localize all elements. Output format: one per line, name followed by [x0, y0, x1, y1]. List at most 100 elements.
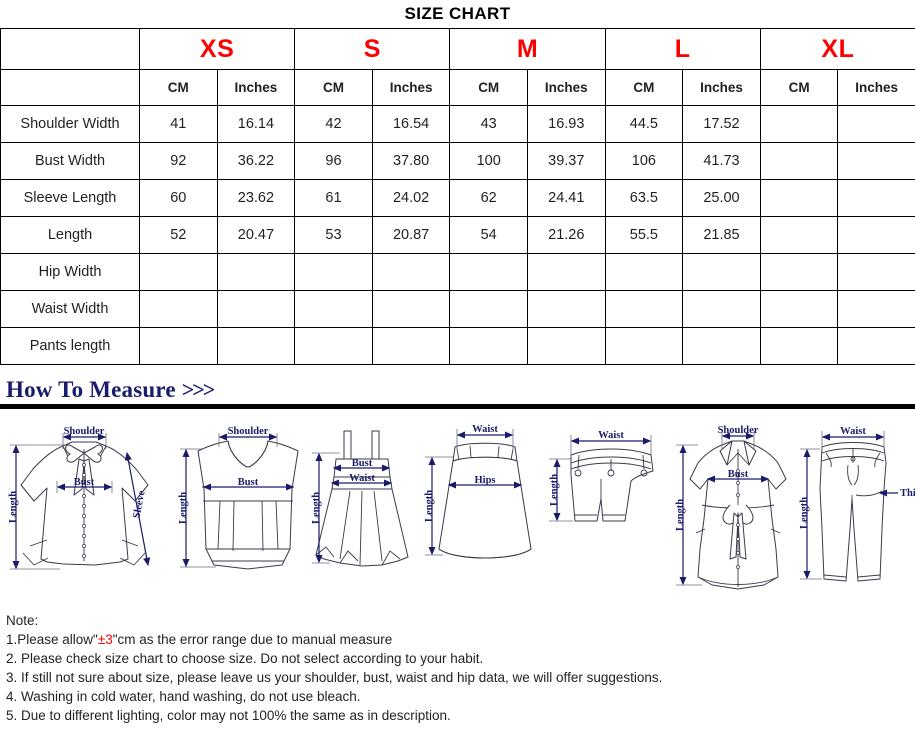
table-cell: 23.62 [216, 179, 296, 217]
table-cell: 17.52 [682, 105, 761, 143]
table-cell [526, 253, 606, 291]
figure-camisole: Shoulder Bust Length [178, 426, 299, 570]
table-cell [449, 327, 528, 365]
table-row: Bust Width 92 36.22 96 37.80 100 39.37 106 41.73 [0, 142, 915, 180]
table-cell [759, 179, 839, 217]
note-item-5: 5. Due to different lighting, color may … [6, 708, 451, 723]
table-cell [139, 290, 218, 328]
row-label: Hip Width [0, 253, 140, 291]
table-cell: 43 [449, 105, 528, 143]
size-header-m: M [449, 28, 606, 70]
table-row: Waist Width [0, 290, 915, 328]
unit-xl-inches: Inches [837, 69, 915, 106]
unit-m-inches: Inches [526, 69, 606, 106]
row-label: Pants length [0, 327, 140, 365]
label-length: Length [8, 491, 19, 523]
table-cell [216, 290, 296, 328]
unit-header-row: CM Inches CM Inches CM Inches CM Inches … [0, 69, 915, 106]
label-waist: Waist [472, 424, 498, 435]
table-cell [604, 327, 684, 365]
table-cell [759, 216, 839, 254]
table-row: Length 52 20.47 53 20.87 54 21.26 55.5 21.85 [0, 216, 915, 254]
table-cell [294, 290, 373, 328]
table-cell [294, 327, 373, 365]
row-label: Waist Width [0, 290, 140, 328]
table-cell [216, 253, 296, 291]
unit-xs-cm: CM [139, 69, 218, 106]
table-cell: 20.47 [216, 216, 296, 254]
size-header-s: S [294, 28, 451, 70]
note-1-prefix: 1.Please allow" [6, 632, 98, 647]
size-table-body: Shoulder Width 41 16.14 42 16.54 43 16.93 44.5 1… [0, 105, 915, 365]
table-cell [139, 253, 218, 291]
size-chart-table: XS S M L XL CM Inches CM Inches CM Inche… [0, 28, 915, 365]
section-divider [0, 404, 915, 409]
table-cell [837, 179, 915, 217]
row-label: Bust Width [0, 142, 140, 180]
label-sleeve: Sleeve [131, 489, 147, 519]
table-cell: 41.73 [682, 142, 761, 180]
table-cell [837, 216, 915, 254]
note-item-4: 4. Washing in cold water, hand washing, … [6, 689, 361, 704]
unit-l-cm: CM [604, 69, 684, 106]
measurement-illustrations: .g { fill:#ffffff; stroke:#3a3a4a; strok… [0, 409, 915, 601]
label-length: Length [549, 474, 560, 506]
how-to-measure-section: How To Measure >>> .g { fill:#ffffff; st… [0, 377, 915, 601]
note-1-tolerance: ±3 [97, 632, 113, 647]
table-cell: 100 [449, 142, 528, 180]
arrows-icon: >>> [181, 377, 216, 402]
table-cell: 20.87 [371, 216, 451, 254]
table-cell: 39.37 [526, 142, 606, 180]
corner-cell [0, 28, 140, 70]
table-cell [759, 105, 839, 143]
table-row: Pants length [0, 327, 915, 365]
note-item-1: 1.Please allow"±3"cm as the error range … [6, 630, 915, 649]
table-cell [682, 253, 761, 291]
table-cell: 53 [294, 216, 373, 254]
unit-xs-inches: Inches [216, 69, 296, 106]
table-cell: 61 [294, 179, 373, 217]
table-cell: 21.26 [526, 216, 606, 254]
figure-dress: Bust Waist Length [311, 430, 409, 567]
table-cell [837, 253, 915, 291]
table-cell: 16.93 [526, 105, 606, 143]
table-cell: 42 [294, 105, 373, 143]
page-title: SIZE CHART [404, 4, 511, 23]
label-length: Length [311, 492, 322, 524]
label-bust: Bust [728, 469, 749, 480]
label-length: Length [799, 497, 810, 529]
unit-m-cm: CM [449, 69, 528, 106]
label-hips: Hips [474, 475, 495, 486]
table-cell [837, 290, 915, 328]
label-bust: Bust [238, 477, 259, 488]
table-cell: 44.5 [604, 105, 684, 143]
table-cell [526, 327, 606, 365]
table-row: Hip Width [0, 253, 915, 291]
table-cell [139, 327, 218, 365]
figure-shorts: Waist Length [549, 430, 654, 522]
table-cell [371, 327, 451, 365]
table-cell [449, 290, 528, 328]
size-header-xl: XL [759, 28, 915, 70]
table-row: Shoulder Width 41 16.14 42 16.54 43 16.93 44.5 1… [0, 105, 915, 143]
table-cell: 52 [139, 216, 218, 254]
table-cell [837, 105, 915, 143]
table-cell: 60 [139, 179, 218, 217]
label-length: Length [424, 490, 435, 522]
table-cell [837, 327, 915, 365]
label-waist: Waist [349, 473, 375, 484]
label-length: Length [675, 499, 686, 531]
table-cell: 106 [604, 142, 684, 180]
label-bust: Bust [74, 477, 95, 488]
row-label: Shoulder Width [0, 105, 140, 143]
note-1-suffix: "cm as the error range due to manual mea… [112, 632, 393, 647]
table-row: Sleeve Length 60 23.62 61 24.02 62 24.41 63.5 25… [0, 179, 915, 217]
figure-skirt: Waist Hips Length [424, 424, 532, 559]
table-cell [759, 142, 839, 180]
label-bust: Bust [352, 458, 373, 469]
table-cell: 54 [449, 216, 528, 254]
table-cell [526, 290, 606, 328]
figure-blouse: Shoulder Bust Length Sleeve [8, 426, 151, 570]
table-cell [682, 290, 761, 328]
table-cell: 24.41 [526, 179, 606, 217]
